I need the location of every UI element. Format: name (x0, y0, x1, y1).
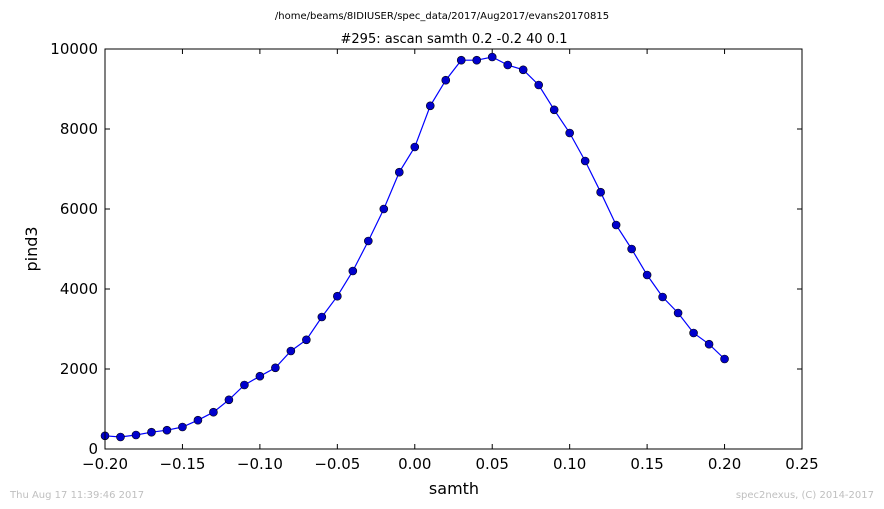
data-point (379, 204, 389, 214)
data-point (456, 55, 466, 65)
y-axis-label: pind3 (22, 226, 41, 271)
data-point (720, 354, 729, 364)
footer-timestamp: Thu Aug 17 11:39:46 2017 (9, 490, 144, 501)
y-tick-label: 2000 (60, 360, 98, 378)
data-point (534, 80, 543, 90)
x-tick-label: 0.05 (476, 455, 509, 473)
x-axis-label: samth (429, 479, 479, 498)
data-point (565, 128, 574, 138)
series-points-group (100, 52, 729, 442)
x-tick-label: −0.15 (159, 455, 205, 473)
data-point (333, 291, 342, 301)
data-point (286, 346, 296, 356)
data-point (487, 52, 497, 62)
data-point (503, 60, 513, 70)
data-point (147, 427, 156, 437)
x-tick-label: 0.00 (398, 455, 431, 473)
data-point (658, 292, 667, 302)
axis-ticks (104, 48, 803, 450)
x-tick-label: 0.10 (553, 455, 586, 473)
data-point (364, 236, 373, 246)
data-point (425, 101, 435, 111)
y-tick-label: 10000 (50, 40, 98, 58)
data-point (224, 395, 234, 405)
x-tick-label: −0.05 (314, 455, 360, 473)
data-point (394, 167, 404, 177)
data-point (302, 335, 311, 345)
data-point (131, 430, 141, 440)
data-point (116, 432, 125, 442)
y-tick-label: 0 (88, 440, 98, 458)
data-point (704, 339, 714, 349)
data-point (518, 65, 528, 75)
figure-suptitle: /home/beams/8IDIUSER/spec_data/2017/Aug2… (275, 11, 609, 22)
x-tick-label: 0.20 (708, 455, 741, 473)
data-point (317, 312, 327, 322)
data-point (472, 55, 482, 65)
x-tick-label: 0.25 (785, 455, 818, 473)
data-point (549, 105, 559, 115)
data-point (193, 415, 203, 425)
x-tick-label: −0.20 (82, 455, 128, 473)
data-point (673, 308, 683, 318)
data-point (611, 220, 621, 230)
data-point (209, 407, 218, 417)
y-tick-labels: 0 2000 4000 6000 8000 10000 (50, 40, 98, 458)
data-point (689, 328, 698, 338)
data-point (348, 266, 358, 276)
data-point (627, 244, 636, 254)
chart-title: #295: ascan samth 0.2 -0.2 40 0.1 (341, 32, 568, 47)
data-point (255, 371, 265, 381)
data-point (642, 270, 652, 280)
data-point (410, 142, 420, 152)
x-tick-label: −0.10 (237, 455, 283, 473)
data-point (580, 156, 590, 166)
y-tick-label: 4000 (60, 280, 98, 298)
data-point (441, 75, 451, 85)
data-point (240, 380, 249, 390)
y-tick-label: 6000 (60, 200, 98, 218)
footer-credit: spec2nexus, (C) 2014-2017 (736, 490, 874, 501)
data-point (162, 425, 172, 435)
data-point (178, 422, 187, 432)
data-point (596, 187, 605, 197)
y-tick-label: 8000 (60, 120, 98, 138)
x-tick-label: 0.15 (630, 455, 663, 473)
axes-frame (104, 48, 803, 450)
data-point (271, 363, 280, 373)
x-tick-labels: −0.20 −0.15 −0.10 −0.05 0.00 0.05 0.10 0.15 0.20… (82, 455, 819, 473)
